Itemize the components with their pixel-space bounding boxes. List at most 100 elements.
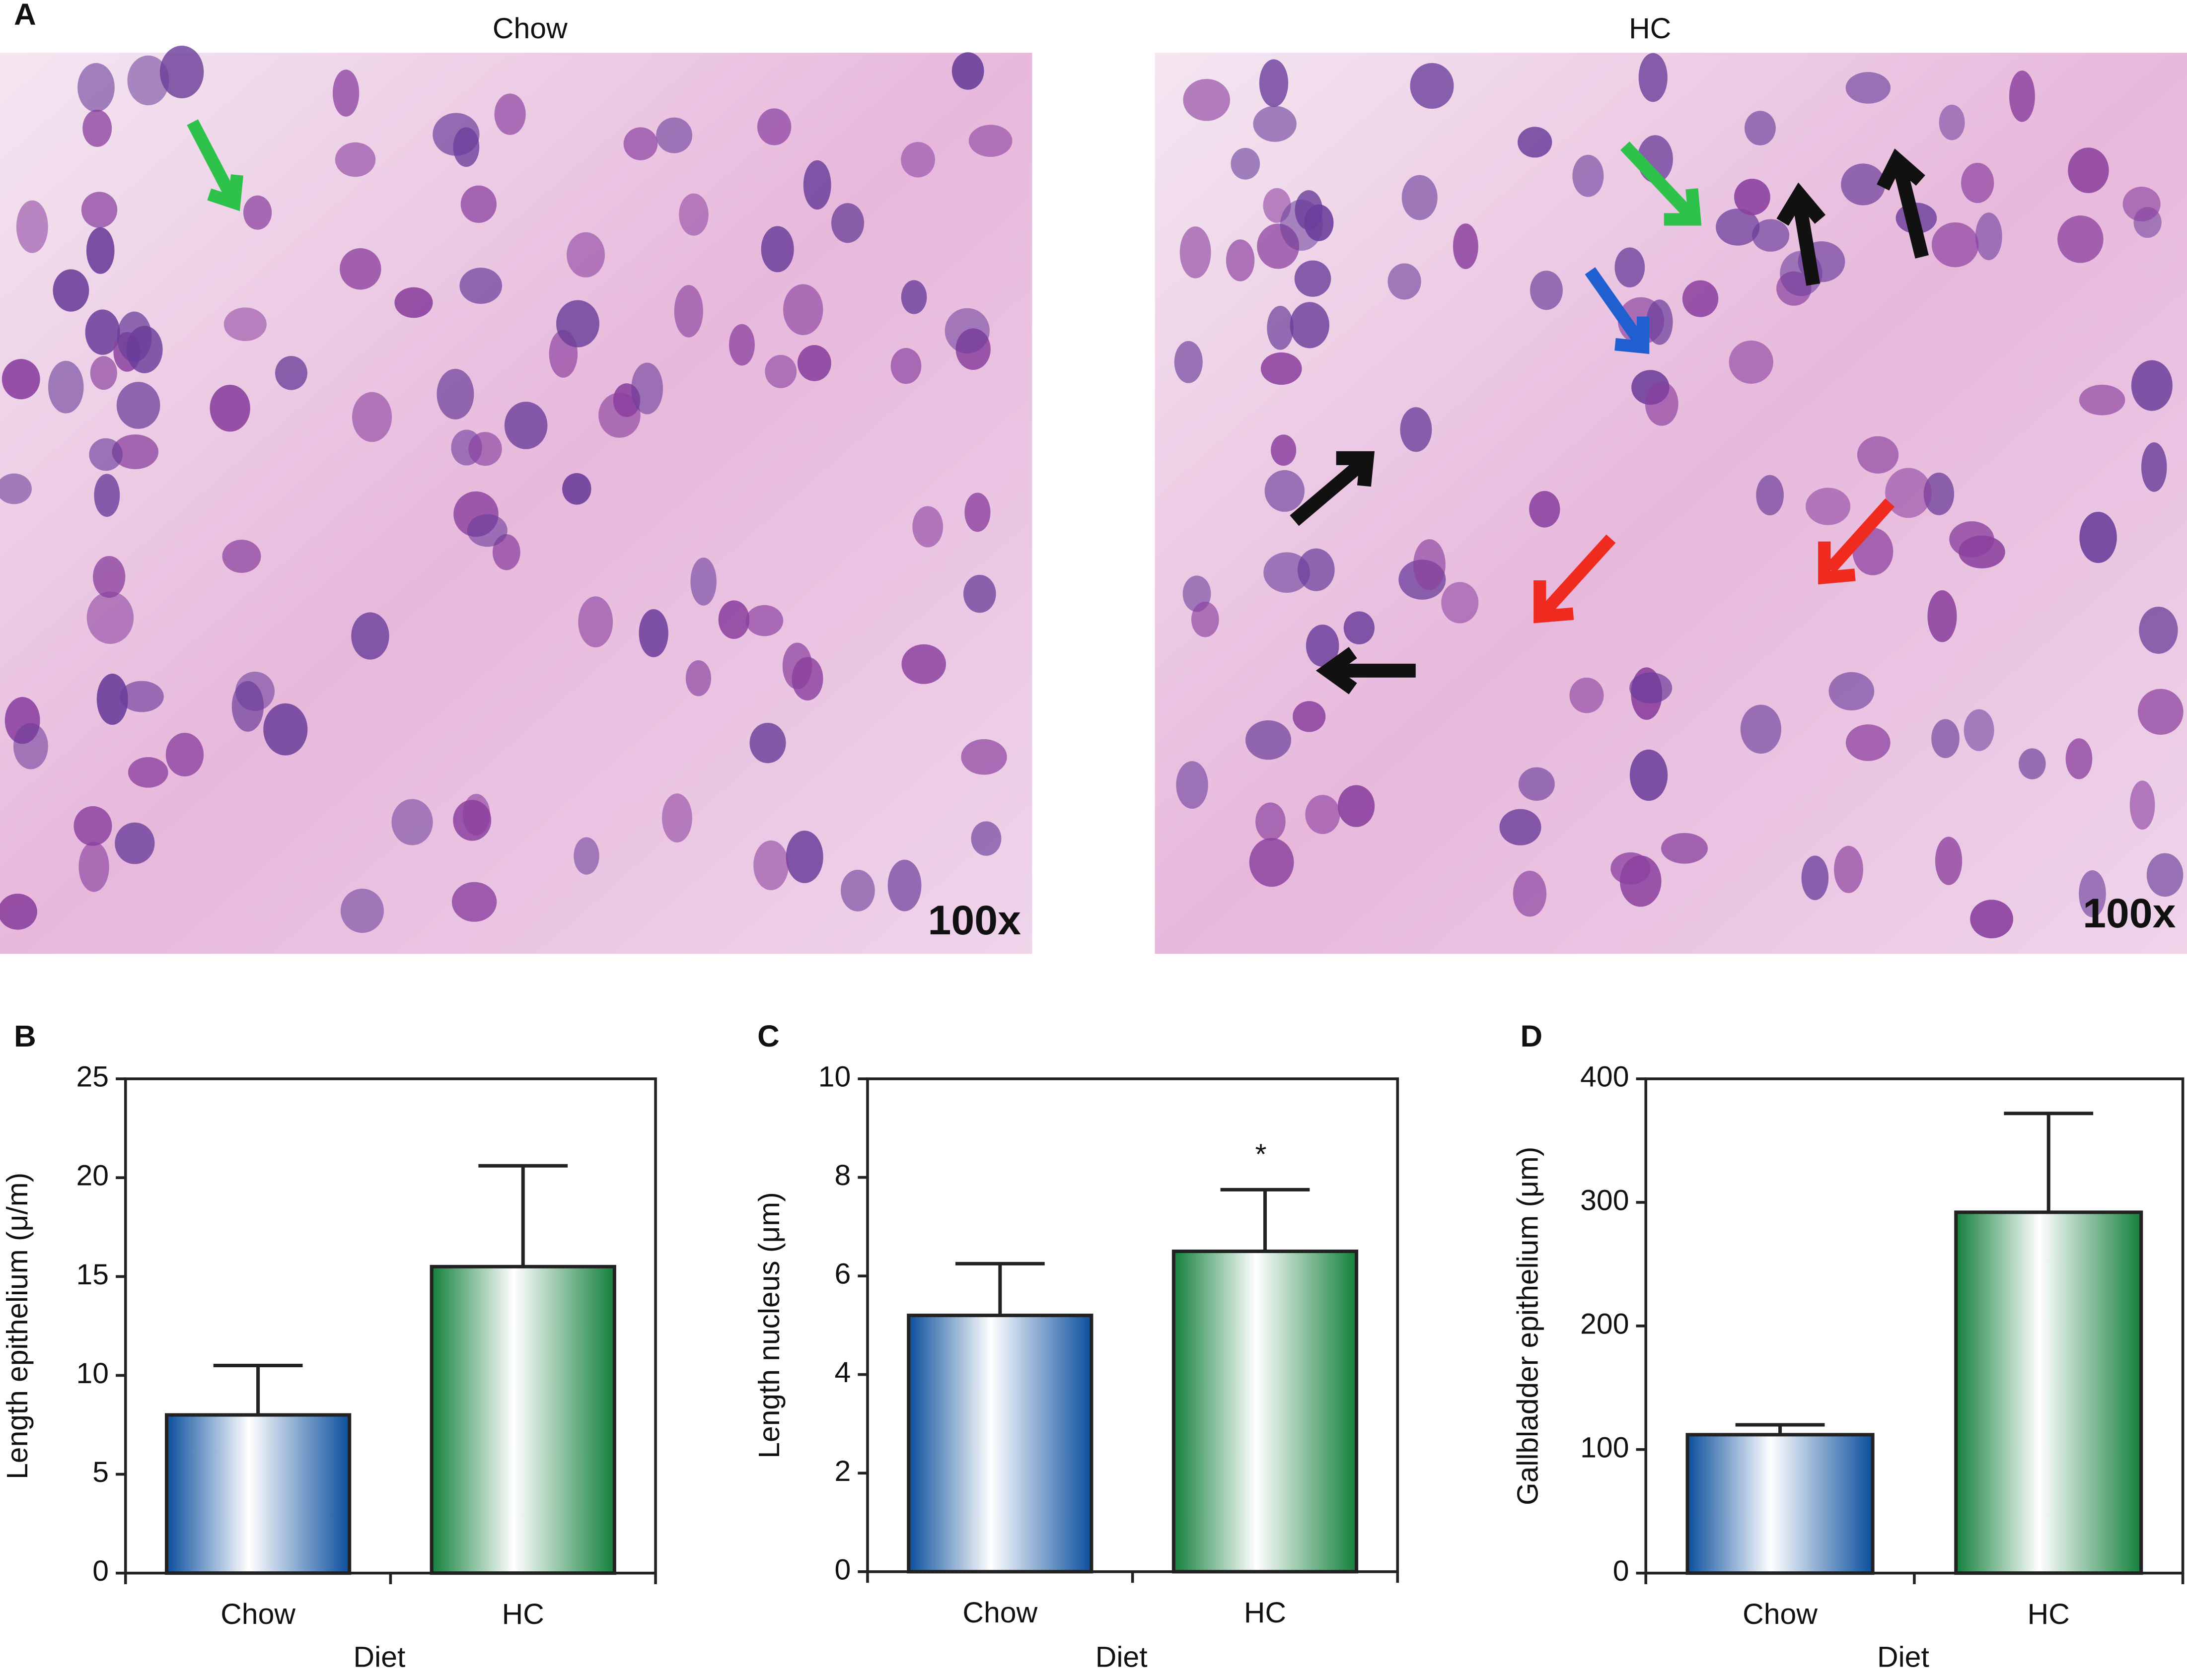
- y-tick-label: 4: [834, 1356, 851, 1389]
- nucleus: [223, 307, 267, 341]
- nucleus: [1716, 209, 1760, 246]
- nucleus: [639, 609, 668, 657]
- nucleus: [48, 360, 84, 414]
- nucleus: [117, 311, 152, 362]
- nucleus: [13, 723, 48, 770]
- y-tick-label: 8: [834, 1159, 851, 1191]
- nucleus: [1801, 855, 1829, 901]
- nucleus: [1629, 749, 1668, 801]
- nucleus: [86, 227, 115, 274]
- nucleus: [433, 113, 480, 156]
- nucleus: [77, 63, 115, 112]
- nucleus: [1610, 852, 1651, 885]
- nucleus: [1413, 539, 1446, 590]
- nucleus: [1267, 305, 1294, 350]
- nucleus: [462, 794, 490, 836]
- nucleus: [1729, 340, 1773, 384]
- bar: [164, 1413, 352, 1575]
- nucleus: [1, 359, 40, 400]
- nucleus: [2065, 738, 2093, 779]
- nucleus: [2057, 215, 2104, 263]
- nucleus: [1290, 302, 1329, 349]
- nucleus: [467, 514, 508, 547]
- nucleus: [1834, 845, 1863, 893]
- nucleus: [1245, 720, 1292, 760]
- nucleus: [674, 284, 703, 338]
- nucleus: [1401, 175, 1438, 220]
- nucleus: [116, 382, 160, 429]
- nucleus: [2079, 870, 2106, 917]
- nucleus: [0, 473, 32, 504]
- y-tick-label: 0: [1613, 1555, 1629, 1587]
- nucleus: [968, 125, 1013, 157]
- nucleus: [1931, 222, 1979, 268]
- nucleus: [1259, 59, 1289, 107]
- nucleus: [2019, 748, 2046, 779]
- nucleus: [556, 300, 599, 348]
- nucleus: [661, 793, 692, 842]
- nucleus: [1751, 219, 1790, 252]
- bar: [430, 1264, 616, 1575]
- x-tick-label: Chow: [220, 1598, 295, 1630]
- nucleus: [1294, 260, 1331, 297]
- nucleus: [1530, 271, 1563, 310]
- nucleus: [1975, 212, 2002, 261]
- nucleus: [1410, 63, 1454, 109]
- nucleus: [263, 703, 308, 756]
- nucleus: [1935, 837, 1963, 885]
- arrow: [1620, 141, 1702, 226]
- nucleus: [945, 308, 990, 353]
- nucleus: [2079, 384, 2125, 416]
- nucleus: [1845, 72, 1891, 104]
- nucleus: [1841, 163, 1886, 206]
- nucleus: [391, 799, 433, 845]
- panel-label: D: [1520, 1019, 1542, 1053]
- nucleus: [127, 55, 169, 106]
- nucleus: [352, 392, 392, 442]
- nucleus: [1441, 582, 1479, 624]
- nucleus: [1513, 870, 1547, 917]
- nucleus: [971, 821, 1002, 856]
- nucleus: [1255, 802, 1286, 841]
- nucleus: [690, 558, 717, 606]
- nucleus: [494, 93, 526, 135]
- y-tick-label: 300: [1580, 1185, 1629, 1217]
- nucleus: [1682, 280, 1719, 317]
- nucleus: [1572, 154, 1604, 197]
- nucleus: [1293, 701, 1326, 732]
- nucleus: [94, 474, 120, 517]
- nucleus: [459, 268, 503, 304]
- nucleus: [82, 109, 112, 147]
- nucleus: [1806, 488, 1851, 525]
- panel-label: B: [14, 1019, 36, 1053]
- y-tick-label: 400: [1580, 1061, 1629, 1093]
- nucleus: [1226, 239, 1255, 281]
- nucleus: [1756, 475, 1784, 515]
- x-tick-label: Chow: [1743, 1598, 1818, 1630]
- nucleus: [1253, 106, 1297, 142]
- y-axis-label: Gallbladder epithelium (μm): [1512, 1147, 1544, 1505]
- nucleus: [1857, 436, 1899, 474]
- nucleus: [96, 673, 128, 725]
- nucleus: [1923, 472, 1955, 515]
- nucleus: [1295, 190, 1323, 230]
- nucleus: [2129, 780, 2155, 830]
- nucleus: [831, 203, 865, 243]
- nucleus: [93, 556, 126, 598]
- nucleus: [1638, 53, 1668, 102]
- cells: [0, 45, 2184, 939]
- y-tick-label: 20: [76, 1160, 109, 1192]
- nucleus: [1306, 625, 1339, 667]
- nucleus: [89, 438, 123, 471]
- nucleus: [2146, 853, 2184, 897]
- nucleus: [1614, 247, 1645, 287]
- nucleus: [656, 117, 693, 153]
- nucleus: [437, 368, 474, 420]
- nucleus: [1518, 767, 1555, 801]
- nucleus: [394, 287, 433, 318]
- bar: [1954, 1210, 2143, 1575]
- y-tick-label: 15: [76, 1259, 109, 1291]
- nucleus: [1939, 104, 1965, 140]
- nucleus: [460, 185, 497, 223]
